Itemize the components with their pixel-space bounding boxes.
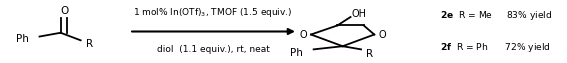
Text: Ph: Ph bbox=[290, 48, 303, 58]
Text: O: O bbox=[299, 30, 307, 40]
Text: O: O bbox=[379, 30, 386, 40]
Text: O: O bbox=[61, 6, 69, 16]
Text: R: R bbox=[86, 39, 93, 49]
Text: Ph: Ph bbox=[16, 34, 29, 44]
Text: R: R bbox=[366, 49, 374, 59]
Text: $\mathbf{2e}$  R = Me     83% yield: $\mathbf{2e}$ R = Me 83% yield bbox=[440, 9, 552, 22]
Text: OH: OH bbox=[352, 9, 367, 19]
Text: $\mathbf{2f}$  R = Ph      72% yield: $\mathbf{2f}$ R = Ph 72% yield bbox=[440, 41, 551, 54]
Text: diol  (1.1 equiv.), rt, neat: diol (1.1 equiv.), rt, neat bbox=[156, 45, 269, 54]
Text: 1 mol% In(OTf)$_3$, TMOF (1.5 equiv.): 1 mol% In(OTf)$_3$, TMOF (1.5 equiv.) bbox=[133, 6, 293, 19]
